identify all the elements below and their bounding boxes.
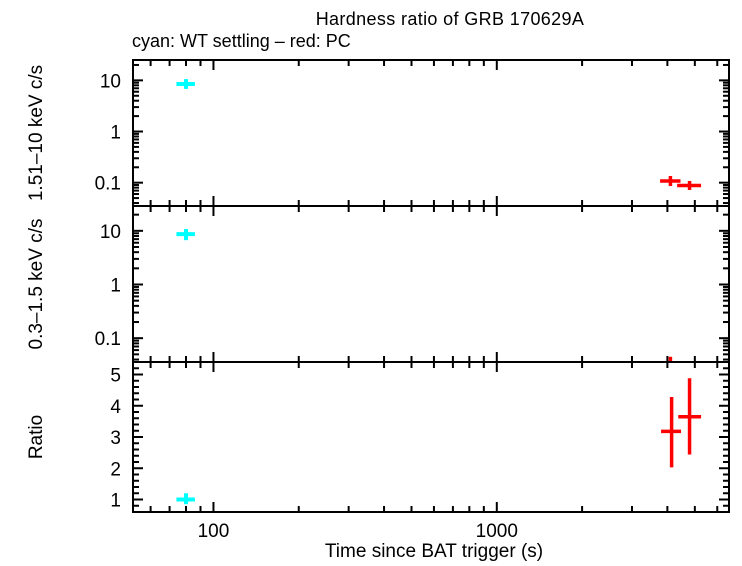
data-point <box>176 229 195 241</box>
series-pc <box>661 378 702 468</box>
panel-soft-rate: 0.1 1 10 <box>95 205 730 363</box>
panel-hard-rate: 0.1 1 10 <box>95 59 730 207</box>
y-tick-label: 2 <box>110 459 121 480</box>
series-wt-settling <box>176 493 195 505</box>
data-point <box>677 180 702 190</box>
y-tick-label: 1 <box>110 491 121 512</box>
y-tick-label: 0.1 <box>95 329 121 350</box>
y-tick-label: 1 <box>110 123 121 144</box>
panel-frame <box>132 361 730 513</box>
chart-legend-subtitle: cyan: WT settling – red: PC <box>132 31 351 51</box>
series-wt-settling <box>176 229 195 241</box>
y-tick-label: 5 <box>110 366 121 387</box>
y-tick-label: 10 <box>100 71 121 92</box>
x-tick-label: 100 <box>198 521 230 542</box>
chart-title: Hardness ratio of GRB 170629A <box>315 9 585 29</box>
y-tick-label: 3 <box>110 428 121 449</box>
series-pc <box>660 176 702 190</box>
y-tick-label: 4 <box>110 397 121 418</box>
series-wt-settling <box>176 79 195 89</box>
data-point <box>661 397 682 468</box>
panel-frame <box>132 205 730 363</box>
y-tick-label: 10 <box>100 222 121 243</box>
data-point <box>176 79 195 89</box>
panel-frame <box>132 59 730 207</box>
x-axis-label: Time since BAT trigger (s) <box>324 541 544 562</box>
data-point <box>678 378 702 455</box>
panel-ratio: 1 2 3 4 5 <box>110 361 730 513</box>
data-point <box>660 176 681 187</box>
y-tick-label: 0.1 <box>95 174 121 195</box>
x-tick-label: 1000 <box>476 521 518 542</box>
y-tick-label: 1 <box>110 276 121 297</box>
data-point <box>176 493 195 505</box>
